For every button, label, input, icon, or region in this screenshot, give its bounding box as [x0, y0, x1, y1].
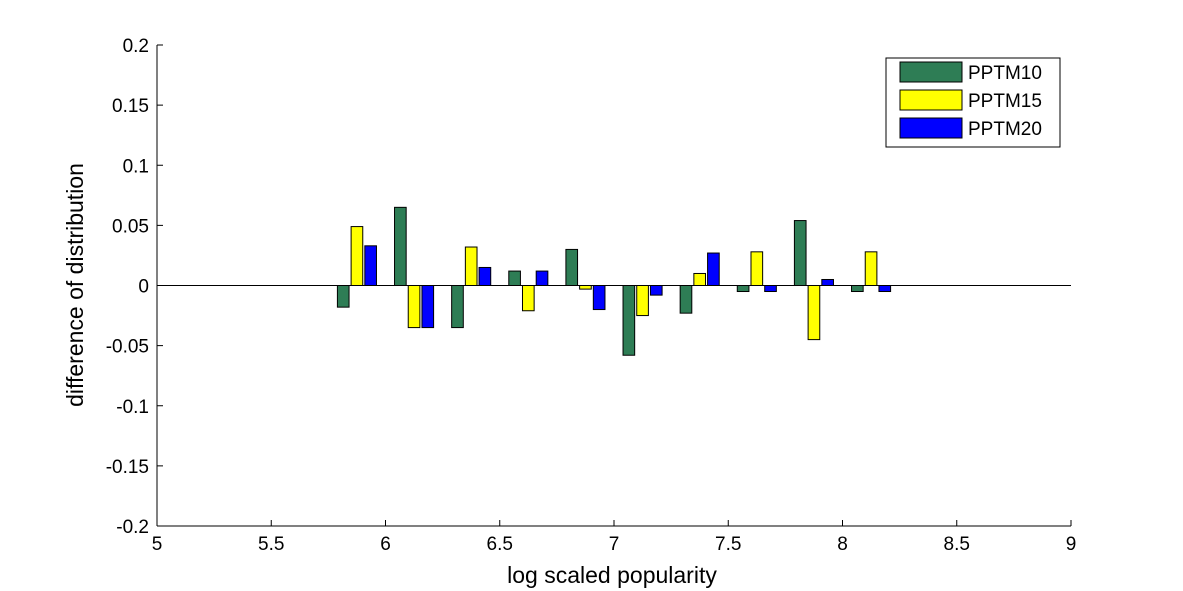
- bar-pptm10-6: [679, 285, 693, 314]
- legend-label-pptm10: PPTM10: [968, 63, 1042, 84]
- bar-pptm20-1: [421, 285, 435, 329]
- x-tick-label: 5: [152, 534, 163, 555]
- bar-pptm20-6: [707, 252, 720, 286]
- bar-pptm10-3: [508, 270, 521, 287]
- bar-pptm15-5: [636, 285, 649, 317]
- bar-pptm10-8: [793, 220, 807, 286]
- bar-pptm10-9: [851, 285, 864, 293]
- bar-pptm10-7: [736, 285, 750, 293]
- x-tick-label: 8.5: [944, 534, 970, 555]
- legend-label-pptm15: PPTM15: [968, 91, 1042, 112]
- bar-pptm10-5: [622, 285, 636, 356]
- legend-label-pptm20: PPTM20: [968, 119, 1042, 140]
- x-tick-label: 5.5: [258, 534, 284, 555]
- bar-pptm20-4: [592, 285, 606, 311]
- bar-pptm15-9: [864, 251, 878, 286]
- bar-pptm10-2: [451, 285, 464, 329]
- bar-pptm20-2: [478, 266, 492, 286]
- bar-pptm20-9: [878, 285, 892, 293]
- x-tick-label: 9: [1066, 534, 1077, 555]
- x-tick-label: 8: [837, 534, 848, 555]
- y-tick-label: 0.2: [123, 36, 149, 57]
- bar-pptm20-7: [764, 285, 777, 293]
- bar-pptm20-3: [535, 270, 549, 287]
- x-tick-label: 7: [609, 534, 620, 555]
- bar-pptm15-0: [350, 226, 364, 286]
- bar-pptm15-4: [579, 285, 592, 290]
- legend-swatch-pptm10: [899, 61, 963, 83]
- bar-pptm10-0: [336, 285, 350, 308]
- bar-pptm20-5: [649, 285, 663, 296]
- bar-pptm15-3: [521, 285, 535, 312]
- bar-pptm15-7: [750, 251, 764, 286]
- y-tick-label: 0.1: [123, 156, 149, 177]
- y-tick-label: 0.05: [112, 216, 149, 237]
- x-tick-label: 6: [380, 534, 391, 555]
- bar-pptm15-1: [407, 285, 421, 329]
- y-tick-label: 0.15: [112, 96, 149, 117]
- bar-pptm15-2: [464, 246, 478, 287]
- x-tick-label: 7.5: [715, 534, 741, 555]
- y-tick-label: -0.2: [116, 517, 149, 538]
- y-tick-label: -0.15: [106, 457, 149, 478]
- legend: PPTM10 PPTM15 PPTM20: [885, 57, 1061, 148]
- x-axis-title: log scaled popularity: [507, 562, 717, 588]
- y-axis-title: difference of distribution: [62, 163, 88, 407]
- legend-swatch-pptm15: [899, 89, 963, 111]
- bar-pptm15-8: [807, 285, 821, 341]
- bar-pptm15-6: [693, 272, 707, 287]
- bar-pptm20-0: [364, 245, 377, 287]
- y-tick-label: -0.1: [116, 397, 149, 418]
- axes: 5 5.5 6 6.5 7 7.5 8 8.5 9 -0.2 -0.15 -0.1 -0.05 0 0.05…: [106, 36, 1077, 555]
- x-tick-label: 6.5: [487, 534, 513, 555]
- legend-swatch-pptm20: [899, 117, 963, 139]
- bar-pptm10-4: [565, 248, 579, 287]
- bar-pptm20-8: [821, 278, 834, 286]
- bar-pptm10-1: [394, 206, 407, 286]
- y-tick-label: 0: [138, 277, 149, 298]
- y-tick-label: -0.05: [106, 337, 149, 358]
